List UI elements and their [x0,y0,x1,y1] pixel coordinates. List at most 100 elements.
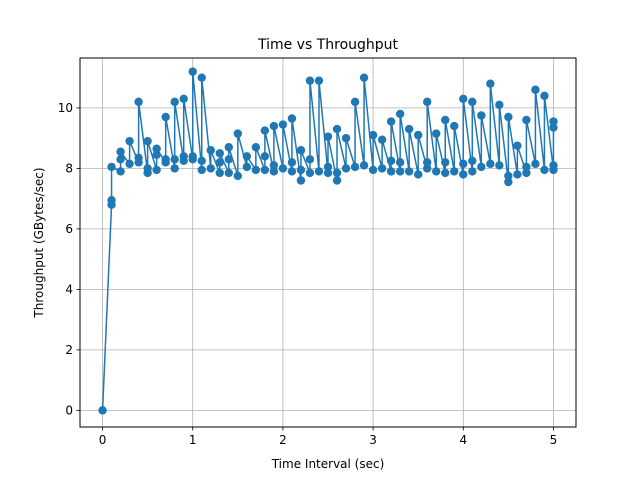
data-point [549,123,558,132]
data-point [531,159,540,169]
data-point [197,73,206,82]
y-tick-label: 6 [65,222,73,236]
series-line [101,70,555,411]
data-point [368,130,378,140]
data-point [395,167,405,176]
data-point [242,152,252,161]
data-point [116,155,125,164]
data-point [513,170,522,179]
data-point [224,168,233,178]
data-point [377,135,387,144]
data-point [477,111,486,120]
data-point [278,120,288,129]
data-point [296,176,306,185]
data-point [296,146,306,155]
data-point [152,144,161,153]
data-point [269,121,279,131]
data-point [188,152,197,161]
data-point [242,162,252,172]
data-point [233,171,243,181]
data-point [188,67,197,76]
data-point [522,115,531,125]
data-point [287,167,297,176]
data-point [116,147,125,156]
data-point [359,73,369,82]
data-point [377,164,387,173]
x-axis-label: Time Interval (sec) [271,457,385,471]
data-point [450,167,459,176]
data-point [323,168,333,178]
y-tick-label: 0 [65,404,73,418]
data-point [549,117,558,126]
x-tick-label: 4 [459,433,467,447]
data-point [504,171,513,181]
data-point [305,155,315,164]
data-point [386,156,396,166]
data-point [98,406,107,415]
data-point [368,165,378,175]
data-point [206,164,215,173]
data-point [522,162,531,172]
series-throughput [98,67,558,415]
data-point [468,97,477,107]
data-point [314,167,324,176]
x-tick-label: 2 [279,433,287,447]
data-point [215,168,224,178]
y-tick-label: 4 [65,283,73,297]
data-point [323,162,333,172]
data-point [143,136,152,146]
data-point [314,76,324,85]
data-point [161,112,170,122]
data-point [125,136,134,146]
data-point [522,168,531,178]
data-point [540,165,549,175]
chart-title: Time vs Throughput [257,37,399,53]
data-point [423,158,432,167]
data-point [296,165,306,175]
data-point [260,126,270,135]
data-point [404,167,414,176]
data-point [224,155,233,164]
data-point [432,167,441,176]
data-point [459,170,468,179]
data-point [305,76,315,85]
data-point [441,158,450,167]
data-point [134,153,143,163]
data-point [287,114,297,123]
data-point [125,159,134,169]
data-point [233,129,243,138]
data-point [215,149,224,158]
data-point [197,165,206,175]
data-point [341,133,351,143]
data-point [179,152,188,161]
data-point [450,121,459,131]
plot-area-frame [79,57,577,428]
data-point [197,156,206,166]
data-point [251,165,261,175]
data-point [513,141,522,150]
data-point [107,162,116,172]
data-point [495,161,504,170]
y-tick-label: 2 [65,343,73,357]
y-tick-label: 8 [65,162,73,176]
data-point [287,158,297,167]
data-point [359,161,369,170]
data-point [386,117,396,126]
data-point [413,170,423,179]
data-point [495,100,504,110]
data-point [206,146,215,155]
data-point [477,162,486,172]
data-point [459,159,468,169]
data-point [107,195,116,205]
data-point [504,177,513,187]
data-point [504,112,513,122]
data-point [531,85,540,94]
data-point [341,164,351,173]
data-point [305,168,315,178]
data-point [251,143,261,152]
data-point [459,94,468,104]
x-tick-label: 1 [189,433,197,447]
data-point [441,115,450,125]
data-point [413,130,423,140]
